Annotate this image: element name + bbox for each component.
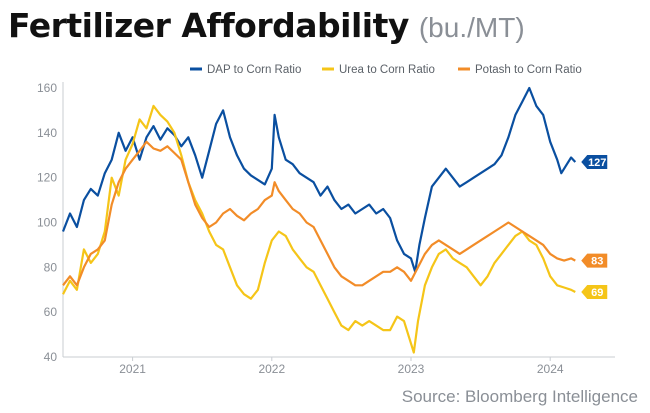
y-tick-label: 60 xyxy=(44,305,58,319)
y-tick-label: 80 xyxy=(44,260,58,274)
x-tick-label: 2022 xyxy=(258,362,285,376)
series-line-3 xyxy=(62,140,576,287)
series-line-2 xyxy=(62,104,576,354)
chart-subtitle: (bu./MT) xyxy=(418,12,525,43)
x-tick-label: 2024 xyxy=(537,362,564,376)
source-note: Source: Bloomberg Intelligence xyxy=(401,387,638,406)
end-value-label: 69 xyxy=(591,287,603,299)
y-tick-label: 160 xyxy=(37,81,57,95)
chart-title: Fertilizer Affordability xyxy=(8,6,409,45)
series-line-1 xyxy=(61,86,577,273)
y-tick-label: 120 xyxy=(37,171,57,185)
y-tick-label: 40 xyxy=(44,350,58,364)
end-value-label: 127 xyxy=(588,157,606,169)
x-tick-label: 2023 xyxy=(398,362,425,376)
end-label-tag xyxy=(581,284,608,299)
legend-label: DAP to Corn Ratio xyxy=(207,64,301,76)
legend-label: Urea to Corn Ratio xyxy=(339,64,435,76)
x-tick-label: 2021 xyxy=(119,362,146,376)
title-row: Fertilizer Affordability (bu./MT) xyxy=(8,6,525,45)
end-value-label: 83 xyxy=(591,256,603,268)
legend-label: Potash to Corn Ratio xyxy=(475,64,582,76)
end-label-tag xyxy=(581,253,608,268)
y-tick-label: 140 xyxy=(37,126,57,140)
end-label-tag xyxy=(581,154,608,169)
y-tick-label: 100 xyxy=(37,216,57,230)
